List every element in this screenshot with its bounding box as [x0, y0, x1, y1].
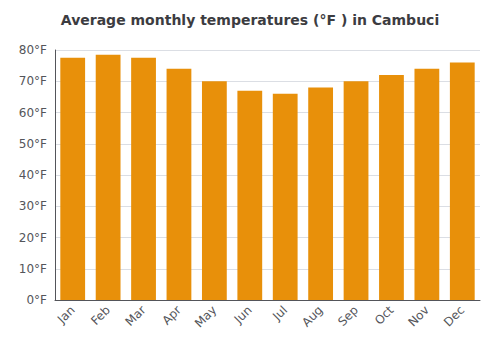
svg-text:Feb: Feb: [88, 303, 113, 328]
svg-text:Sep: Sep: [335, 303, 361, 329]
svg-text:50°F: 50°F: [19, 137, 47, 151]
svg-text:40°F: 40°F: [19, 168, 47, 182]
svg-text:Average monthly temperatures (: Average monthly temperatures (°F ) in Ca…: [61, 12, 439, 28]
svg-text:Jul: Jul: [269, 303, 290, 324]
svg-text:Jan: Jan: [54, 303, 78, 327]
svg-text:Mar: Mar: [123, 303, 149, 329]
svg-text:Dec: Dec: [441, 303, 467, 329]
svg-text:0°F: 0°F: [26, 293, 47, 307]
svg-text:60°F: 60°F: [19, 106, 47, 120]
svg-text:10°F: 10°F: [19, 262, 47, 276]
svg-text:Nov: Nov: [405, 303, 431, 329]
svg-text:30°F: 30°F: [19, 199, 47, 213]
svg-text:Aug: Aug: [299, 303, 325, 329]
svg-text:80°F: 80°F: [19, 43, 47, 57]
svg-text:70°F: 70°F: [19, 74, 47, 88]
svg-text:20°F: 20°F: [19, 231, 47, 245]
svg-text:Jun: Jun: [231, 303, 255, 327]
svg-text:Apr: Apr: [159, 303, 184, 328]
svg-text:May: May: [192, 303, 219, 330]
svg-text:Oct: Oct: [372, 303, 397, 328]
